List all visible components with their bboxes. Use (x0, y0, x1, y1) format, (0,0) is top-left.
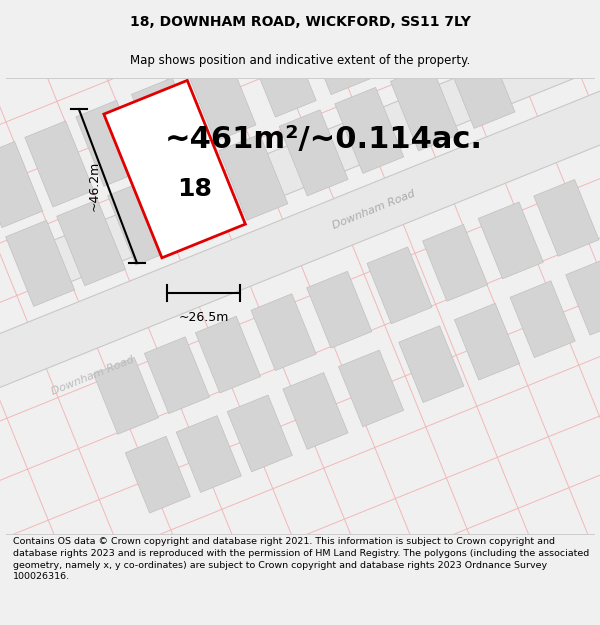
Text: Downham Road: Downham Road (331, 188, 417, 231)
Polygon shape (131, 78, 200, 164)
Polygon shape (279, 110, 348, 196)
Polygon shape (56, 200, 125, 286)
Polygon shape (247, 31, 316, 117)
Polygon shape (125, 436, 190, 513)
Polygon shape (0, 48, 600, 431)
Polygon shape (335, 88, 404, 173)
Polygon shape (359, 0, 427, 72)
Polygon shape (227, 395, 292, 472)
Text: 18: 18 (177, 177, 212, 201)
Polygon shape (391, 65, 460, 151)
Polygon shape (219, 134, 288, 220)
Polygon shape (303, 9, 372, 94)
Text: ~46.2m: ~46.2m (88, 161, 100, 211)
Polygon shape (145, 337, 209, 414)
Polygon shape (414, 0, 483, 49)
Polygon shape (104, 81, 245, 258)
Polygon shape (25, 0, 600, 294)
Polygon shape (94, 357, 158, 434)
Polygon shape (251, 294, 316, 371)
Text: ~26.5m: ~26.5m (178, 311, 229, 324)
Polygon shape (0, 141, 43, 228)
Text: Map shows position and indicative extent of the property.: Map shows position and indicative extent… (130, 54, 470, 68)
Polygon shape (367, 247, 432, 324)
Polygon shape (196, 316, 260, 393)
Polygon shape (510, 281, 575, 357)
Polygon shape (76, 101, 145, 186)
Polygon shape (534, 179, 599, 256)
Polygon shape (283, 372, 348, 449)
Polygon shape (25, 121, 94, 207)
Polygon shape (338, 350, 404, 427)
Text: 18, DOWNHAM ROAD, WICKFORD, SS11 7LY: 18, DOWNHAM ROAD, WICKFORD, SS11 7LY (130, 15, 470, 29)
Polygon shape (446, 42, 515, 128)
Polygon shape (399, 326, 464, 402)
Polygon shape (422, 224, 488, 301)
Polygon shape (566, 258, 600, 335)
Polygon shape (187, 56, 256, 141)
Polygon shape (307, 271, 372, 348)
Text: Downham Road: Downham Road (50, 355, 136, 397)
Text: Contains OS data © Crown copyright and database right 2021. This information is : Contains OS data © Crown copyright and d… (13, 537, 589, 581)
Polygon shape (454, 303, 520, 380)
Polygon shape (5, 221, 74, 306)
Polygon shape (107, 179, 176, 265)
Polygon shape (163, 157, 232, 242)
Polygon shape (176, 416, 241, 492)
Polygon shape (478, 202, 544, 279)
Text: ~461m²/~0.114ac.: ~461m²/~0.114ac. (165, 125, 483, 154)
